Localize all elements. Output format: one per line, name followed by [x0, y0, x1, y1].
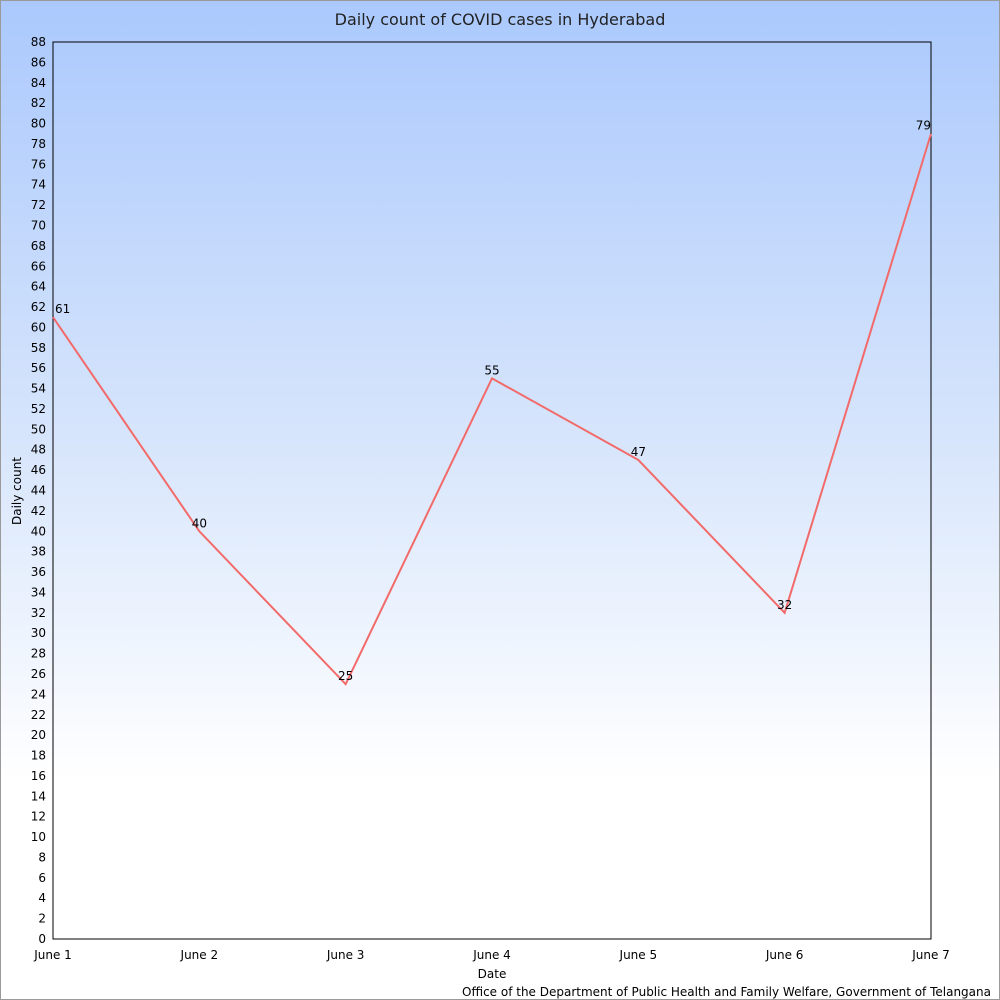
data-label: 79 [916, 119, 931, 133]
y-tick-label: 42 [31, 504, 46, 518]
data-labels: 61 40 25 55 47 32 79 [55, 119, 931, 683]
x-axis-title: Date [478, 967, 507, 981]
x-tick-label: June 5 [619, 948, 658, 962]
chart-title: Daily count of COVID cases in Hyderabad [335, 10, 666, 29]
x-tick-label: June 3 [326, 948, 365, 962]
y-tick-label: 4 [38, 891, 46, 905]
data-label: 55 [484, 363, 499, 377]
y-tick-label: 14 [31, 789, 46, 803]
y-tick-label: 82 [31, 96, 46, 110]
y-axis-title: Daily count [10, 457, 24, 525]
y-tick-label: 12 [31, 810, 46, 824]
y-tick-label: 8 [38, 850, 46, 864]
y-tick-label: 54 [31, 382, 46, 396]
series-line [52, 133, 932, 686]
y-tick-label: 56 [31, 361, 46, 375]
y-tick-label: 30 [31, 626, 46, 640]
y-tick-label: 16 [31, 769, 46, 783]
x-tick-label: June 6 [765, 948, 804, 962]
y-tick-label: 52 [31, 402, 46, 416]
y-tick-label: 80 [31, 117, 46, 131]
x-tick-label: June 7 [911, 948, 950, 962]
y-tick-label: 58 [31, 341, 46, 355]
data-label: 32 [777, 598, 792, 612]
y-tick-label: 62 [31, 300, 46, 314]
data-label: 47 [631, 445, 646, 459]
y-tick-label: 78 [31, 137, 46, 151]
data-label: 25 [338, 669, 353, 683]
y-tick-label: 68 [31, 239, 46, 253]
series-layer [52, 133, 932, 686]
data-label: 61 [55, 302, 70, 316]
y-tick-label: 28 [31, 647, 46, 661]
y-tick-label: 2 [38, 912, 46, 926]
y-tick-label: 34 [31, 585, 46, 599]
y-tick-label: 10 [31, 830, 46, 844]
y-tick-label: 74 [31, 178, 46, 192]
y-tick-label: 46 [31, 463, 46, 477]
y-tick-label: 40 [31, 524, 46, 538]
y-tick-label: 44 [31, 484, 46, 498]
plot-area [52, 41, 932, 940]
y-tick-label: 26 [31, 667, 46, 681]
data-label: 40 [192, 516, 207, 530]
y-tick-label: 60 [31, 320, 46, 334]
y-tick-label: 72 [31, 198, 46, 212]
x-axis: June 1 June 2 June 3 June 4 June 5 June 6 June… [33, 948, 950, 962]
y-tick-label: 18 [31, 749, 46, 763]
source-note: Office of the Department of Public Healt… [462, 985, 991, 999]
x-tick-label: June 1 [33, 948, 72, 962]
y-tick-label: 0 [38, 932, 46, 946]
y-tick-label: 70 [31, 218, 46, 232]
y-tick-label: 88 [31, 35, 46, 49]
y-tick-label: 6 [38, 871, 46, 885]
x-tick-label: June 4 [472, 948, 511, 962]
x-tick-label: June 2 [180, 948, 219, 962]
y-tick-label: 76 [31, 157, 46, 171]
y-tick-label: 32 [31, 606, 46, 620]
y-tick-label: 50 [31, 422, 46, 436]
y-tick-label: 84 [31, 76, 46, 90]
y-axis: 0246810121416182022242628303234363840424… [31, 35, 46, 946]
y-tick-label: 38 [31, 545, 46, 559]
y-tick-label: 22 [31, 708, 46, 722]
y-tick-label: 20 [31, 728, 46, 742]
y-tick-label: 48 [31, 443, 46, 457]
y-tick-label: 66 [31, 259, 46, 273]
y-tick-label: 64 [31, 280, 46, 294]
y-tick-label: 24 [31, 687, 46, 701]
y-tick-label: 86 [31, 55, 46, 69]
y-tick-label: 36 [31, 565, 46, 579]
